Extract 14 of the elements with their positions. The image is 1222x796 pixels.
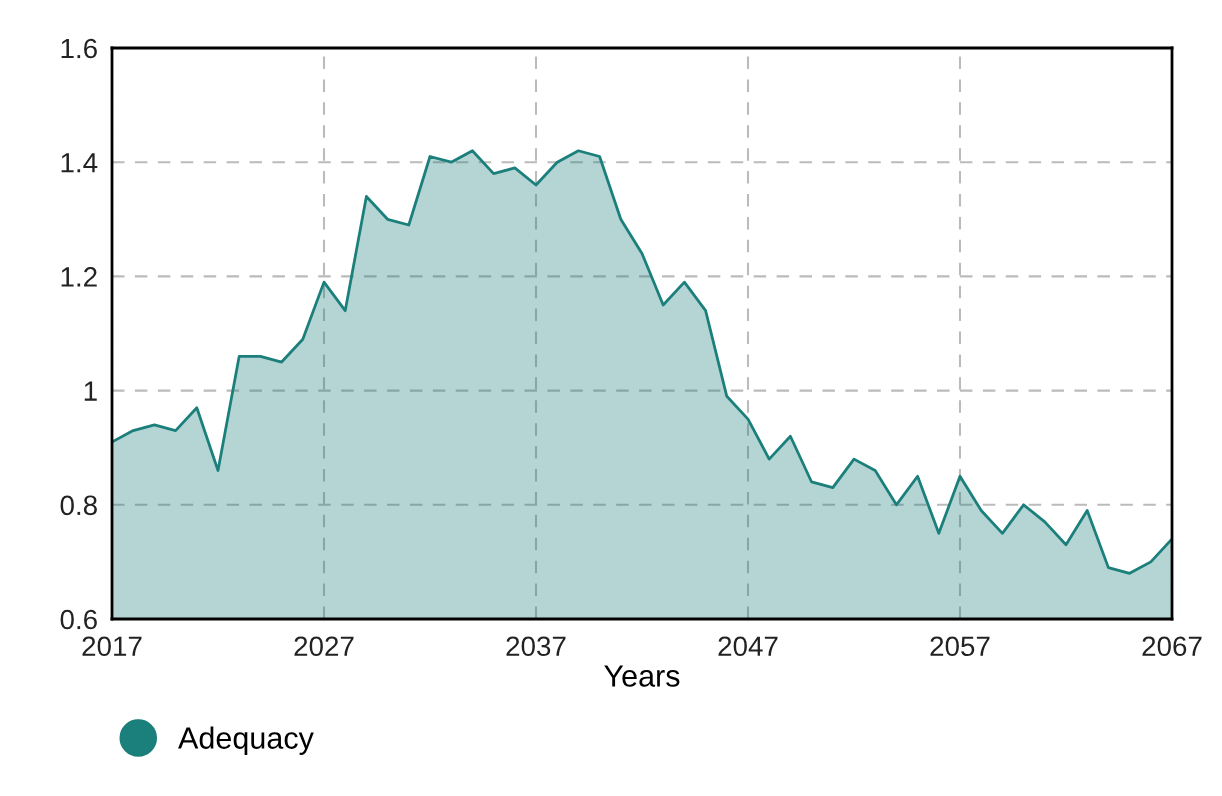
x-tick-label: 2067 — [1142, 636, 1202, 657]
x-tick-label: 2037 — [506, 636, 566, 657]
x-tick-label: 2057 — [930, 636, 990, 657]
x-tick-label: 2047 — [718, 636, 778, 657]
y-tick-label: 0.8 — [60, 495, 97, 516]
y-tick-label: 1 — [84, 381, 97, 401]
y-tick-label: 1.4 — [61, 153, 98, 173]
y-tick-label: 1.6 — [61, 38, 97, 59]
y-tick-label: 1.2 — [61, 267, 97, 287]
x-axis-title: Years — [604, 665, 680, 687]
y-tick-label: 0.6 — [60, 609, 97, 630]
legend-label: Adequacy — [178, 726, 314, 755]
x-tick-label: 2017 — [82, 636, 142, 657]
x-tick-label: 2027 — [294, 636, 354, 657]
